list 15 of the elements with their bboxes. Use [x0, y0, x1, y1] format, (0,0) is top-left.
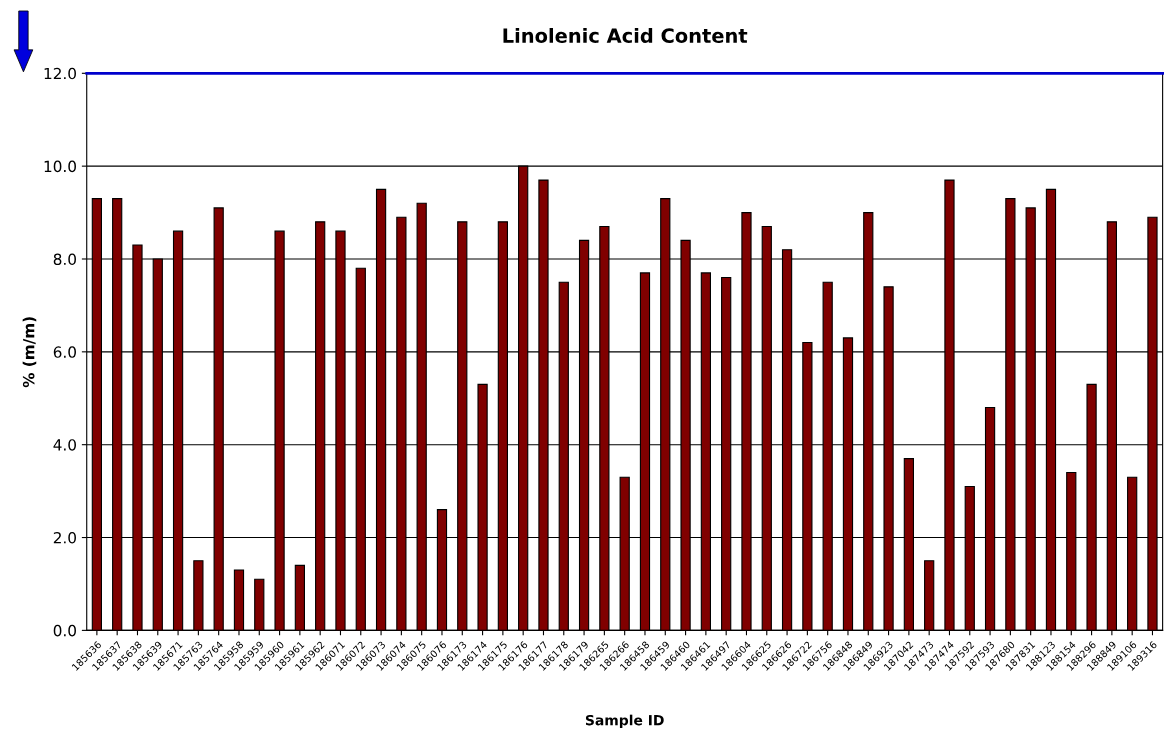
y-tick-label: 4.0 [53, 439, 76, 451]
bar [294, 564, 305, 631]
chart-title: Linolenic Acid Content [503, 27, 748, 44]
bar [233, 569, 245, 631]
y-tick-label: 6.0 [53, 346, 76, 358]
y-tick-label: 0.0 [53, 624, 76, 637]
y-tick-label: 12.0 [44, 67, 76, 80]
y-tick-label: 2.0 [53, 532, 76, 544]
bar [193, 560, 204, 631]
bar [254, 578, 265, 631]
bar [924, 560, 935, 631]
y-tick-label: 8.0 [53, 253, 76, 266]
y-tick-label: 10.0 [44, 160, 76, 173]
x-axis-title: Sample ID [585, 714, 664, 729]
y-axis-title: % (m/m) [22, 317, 37, 388]
